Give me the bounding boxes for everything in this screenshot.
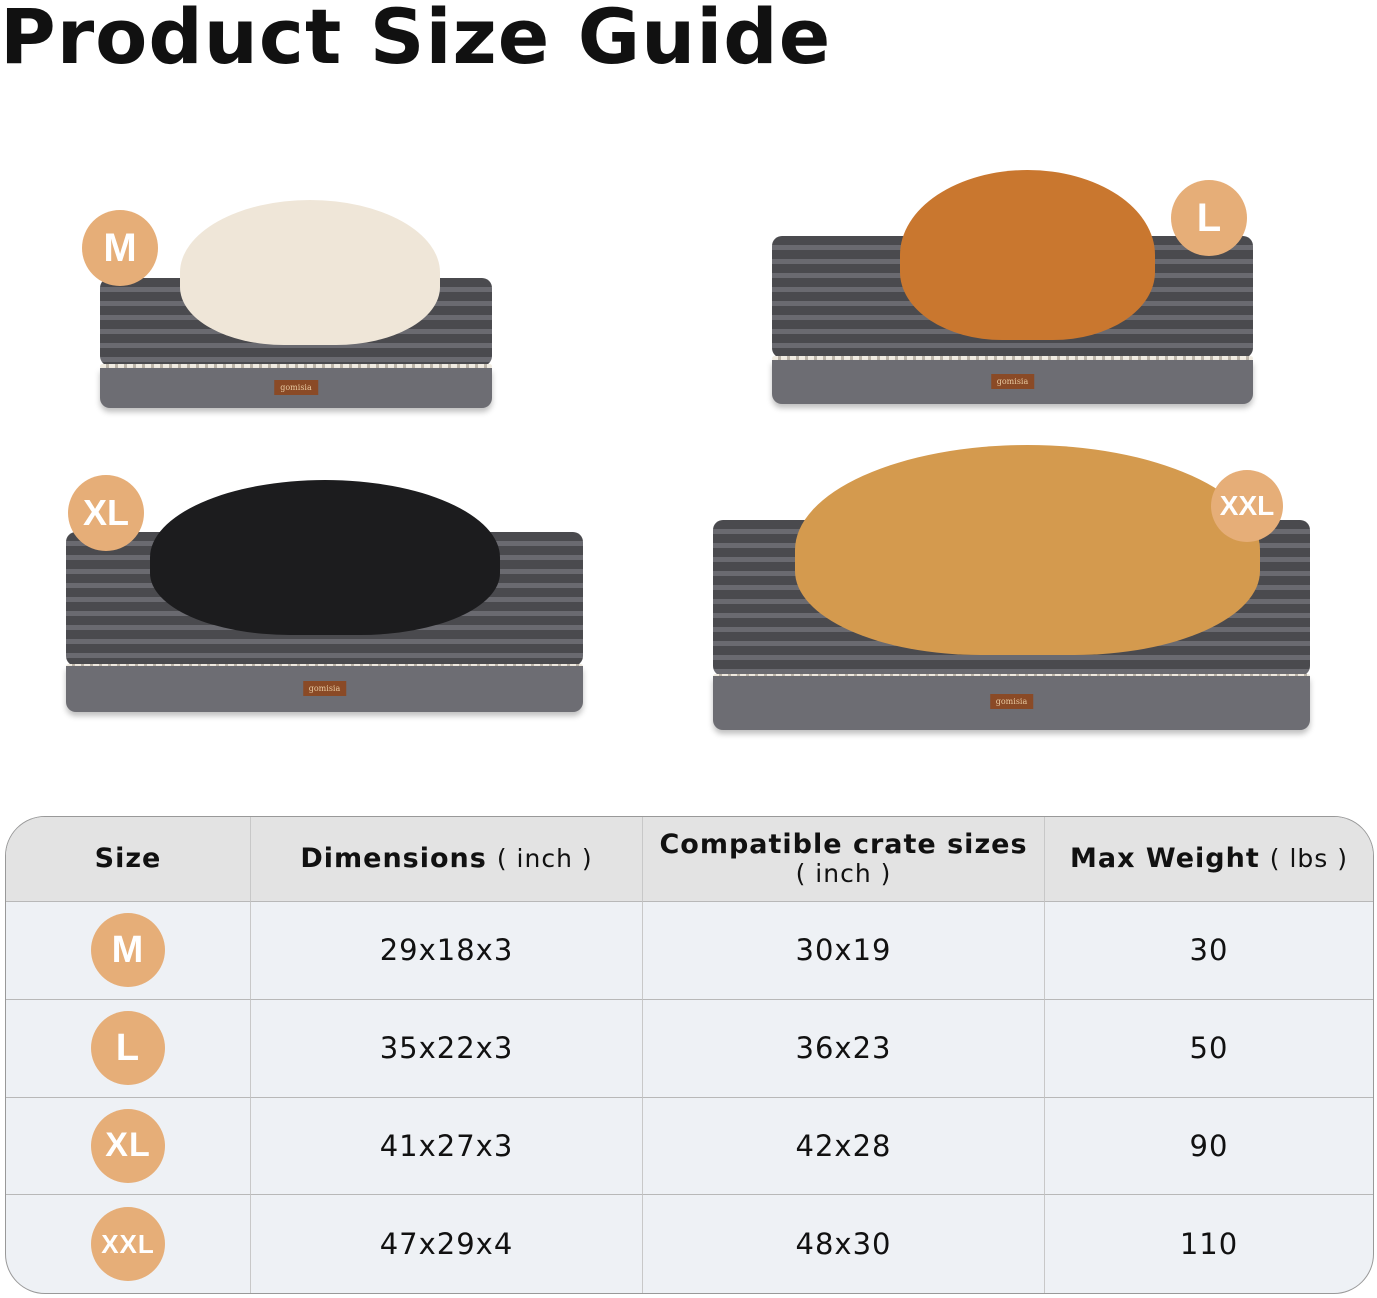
header-label: Compatible crate sizes bbox=[659, 829, 1028, 861]
size-table: Size Dimensions ( inch ) Compatible crate… bbox=[5, 816, 1374, 1294]
cell-crate: 42x28 bbox=[643, 1097, 1045, 1196]
cell-size: M bbox=[6, 902, 251, 1000]
cell-max-weight: 110 bbox=[1179, 1227, 1239, 1262]
cell-dimensions: 35x22x3 bbox=[251, 999, 643, 1098]
size-badge: XXL bbox=[91, 1207, 165, 1282]
header-label: Max Weight bbox=[1070, 843, 1260, 875]
dog-image-golden-retriever bbox=[795, 445, 1260, 655]
cell-size: L bbox=[6, 999, 251, 1098]
brand-tag: gomisia bbox=[990, 374, 1035, 389]
cell-crate: 48x30 bbox=[643, 1195, 1045, 1293]
header-size: Size bbox=[6, 817, 251, 902]
cell-dimensions: 29x18x3 bbox=[251, 902, 643, 1000]
size-badge: L bbox=[91, 1011, 165, 1086]
cell-crate: 30x19 bbox=[643, 902, 1045, 1000]
size-badge-l: L bbox=[1171, 180, 1247, 256]
header-crate: Compatible crate sizes( inch ) bbox=[643, 817, 1045, 902]
brand-tag: gomisia bbox=[302, 681, 347, 696]
cell-max-weight: 50 bbox=[1045, 1000, 1373, 1098]
dog-image-french-bulldog bbox=[180, 200, 440, 345]
cell-max-weight: 30 bbox=[1045, 902, 1373, 1000]
size-badge-xl: XL bbox=[68, 475, 144, 551]
page-title: Product Size Guide bbox=[0, 0, 832, 81]
brand-tag: gomisia bbox=[989, 694, 1034, 709]
cell-size: XL bbox=[6, 1097, 251, 1196]
cell-size: XXL bbox=[6, 1195, 251, 1293]
cell-crate: 36x23 bbox=[643, 999, 1045, 1098]
header-label: Size bbox=[94, 843, 162, 875]
dog-image-corgi bbox=[900, 170, 1155, 340]
header-unit: ( inch ) bbox=[795, 859, 892, 889]
size-badge: M bbox=[91, 913, 165, 988]
header-label: Dimensions bbox=[300, 843, 487, 875]
header-unit: ( inch ) bbox=[496, 843, 593, 873]
cell-dimensions: 47x29x4 bbox=[251, 1195, 643, 1293]
brand-tag: gomisia bbox=[274, 380, 318, 395]
size-badge-m: M bbox=[82, 210, 158, 286]
size-badge-xxl: XXL bbox=[1211, 470, 1283, 542]
cell-max-weight: 90 bbox=[1045, 1098, 1373, 1196]
header-max-weight: Max Weight ( lbs ) bbox=[1045, 817, 1373, 902]
size-badge: XL bbox=[91, 1108, 165, 1183]
cell-dimensions: 41x27x3 bbox=[251, 1097, 643, 1196]
dog-image-border-collie bbox=[150, 480, 500, 635]
header-dimensions: Dimensions ( inch ) bbox=[251, 817, 643, 902]
header-unit: ( lbs ) bbox=[1269, 843, 1348, 873]
